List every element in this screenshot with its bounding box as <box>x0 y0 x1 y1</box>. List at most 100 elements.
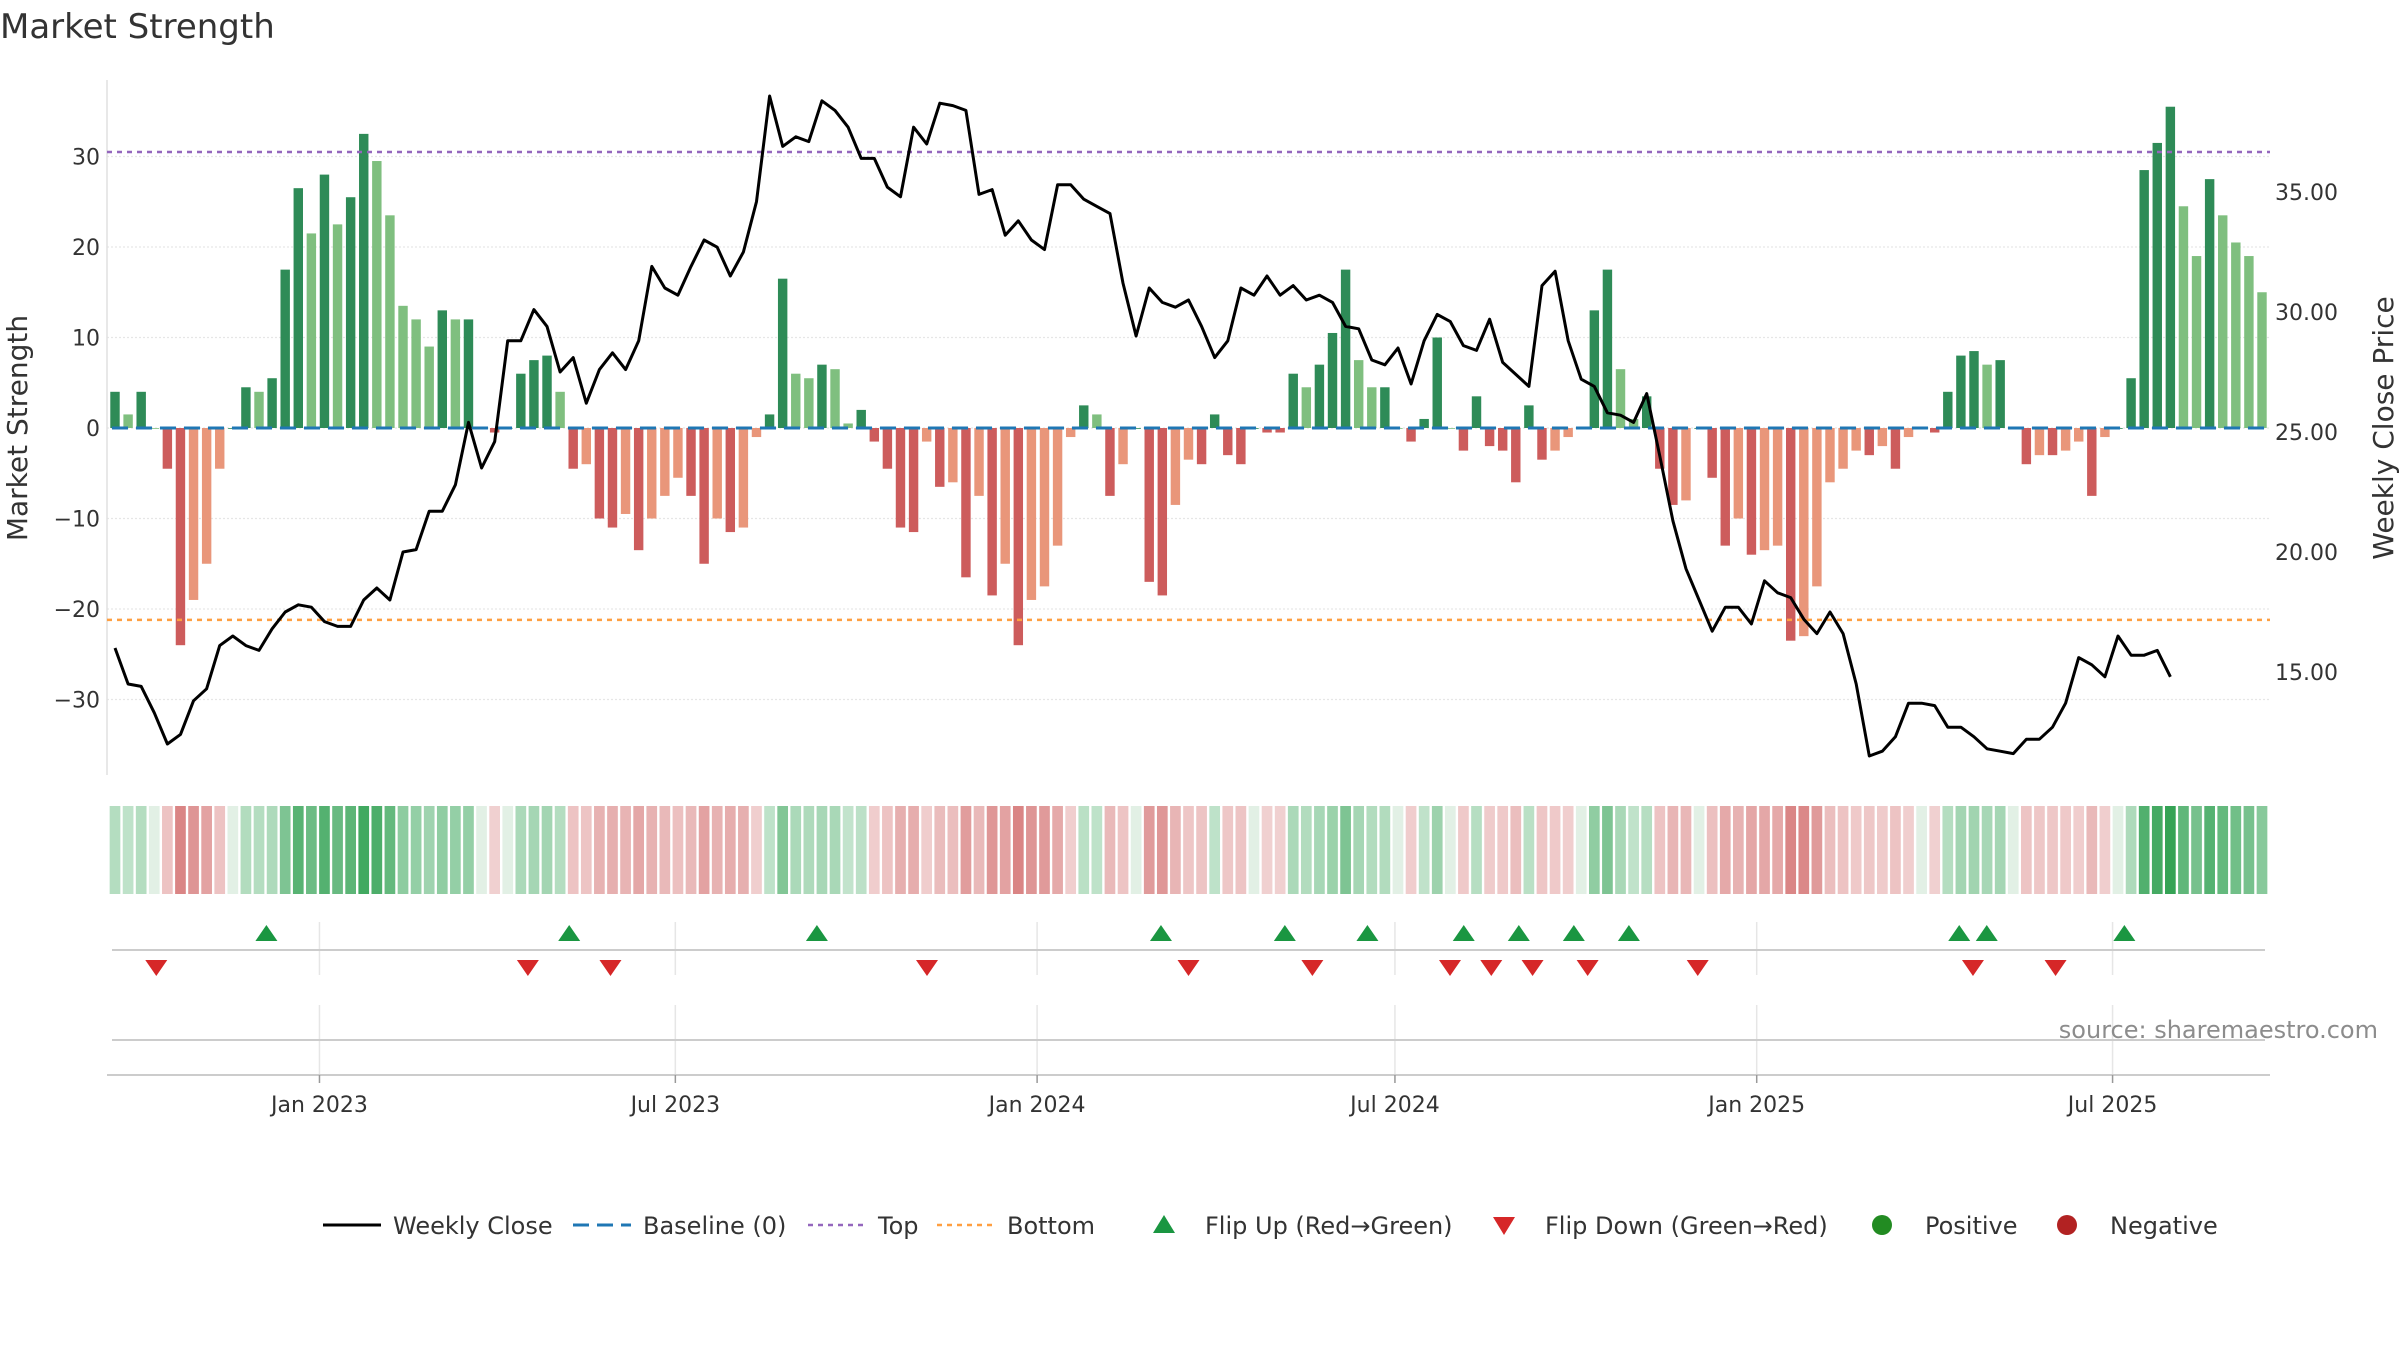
strip-cell <box>2191 806 2202 894</box>
strength-bar <box>1602 269 1613 428</box>
strip-cell <box>2204 806 2215 894</box>
strength-bars <box>110 106 2267 646</box>
strength-bar <box>463 319 474 428</box>
strip-cell <box>2099 806 2111 894</box>
strength-bar <box>2152 142 2162 429</box>
strength-bar <box>241 387 251 428</box>
legend-dot-swatch <box>1872 1215 1892 1235</box>
strip-cell <box>306 806 317 894</box>
strength-bar <box>1733 428 1744 519</box>
strength-bar <box>935 428 945 487</box>
strip-cell <box>188 806 199 894</box>
strip-cell <box>1418 806 1430 894</box>
strength-bar <box>1183 428 1194 460</box>
strip-cell <box>1693 806 1705 894</box>
strip-cell <box>515 806 527 894</box>
strip-cell <box>1641 806 1653 894</box>
strip-cell <box>1575 806 1587 894</box>
strip-cell <box>319 806 330 894</box>
strip-cell <box>502 806 514 894</box>
flip-up-marker <box>805 925 828 941</box>
strength-bar <box>987 428 997 596</box>
strip-cell <box>1300 806 1312 894</box>
strength-bar <box>1118 428 1128 465</box>
strength-bar <box>2139 170 2149 428</box>
strength-bar <box>1170 428 1181 505</box>
x-tick-label: Jan 2023 <box>269 1093 368 1118</box>
strength-bar <box>254 391 264 428</box>
strip-cell <box>1209 806 1221 894</box>
strip-cell <box>1746 806 1757 894</box>
weekly-close-line <box>113 94 2172 758</box>
strip-cell <box>1156 806 1168 894</box>
y2-tick-label: 25.00 <box>2275 421 2338 446</box>
strength-bar <box>2021 428 2032 465</box>
strength-bar <box>555 391 565 428</box>
strip-cell <box>1065 806 1077 894</box>
strip-cell <box>345 806 356 894</box>
flip-up-marker <box>1452 925 1475 941</box>
strip-cell <box>135 806 147 894</box>
y-tick-label: −20 <box>54 598 100 623</box>
flip-up-marker <box>2113 925 2136 941</box>
strength-bar <box>1982 364 1992 428</box>
strength-bar <box>817 364 827 428</box>
strength-bar <box>1432 337 1442 428</box>
strip-cell <box>2138 806 2150 894</box>
strength-bar <box>411 319 421 428</box>
strength-bar <box>1314 364 1325 428</box>
strip-cell <box>371 806 383 894</box>
flip-down-marker <box>1576 960 1599 976</box>
strength-bar <box>1563 428 1573 438</box>
strip-cell <box>1183 806 1194 894</box>
strength-bar <box>830 369 840 428</box>
strip-cell <box>908 806 919 894</box>
y-tick-label: 20 <box>72 236 100 261</box>
strength-bar <box>804 378 814 428</box>
strip-cell <box>1497 806 1509 894</box>
strip-cell <box>266 806 278 894</box>
flip-down-marker <box>1301 960 1324 976</box>
strip-cell <box>1706 806 1718 894</box>
strength-bar <box>2074 428 2084 442</box>
strength-bar <box>1969 351 1979 428</box>
strip-cell <box>1078 806 1090 894</box>
strength-bar <box>1039 428 1050 587</box>
strip-cell <box>162 806 173 894</box>
strength-bar <box>1864 428 1874 456</box>
strength-bar <box>1511 428 1521 483</box>
strength-bar <box>1367 387 1377 428</box>
strip-cell <box>1824 806 1836 894</box>
strength-bar <box>2178 206 2189 428</box>
strength-bar <box>1209 414 1220 428</box>
strip-cell <box>659 806 671 894</box>
strip-cell <box>1588 806 1600 894</box>
strength-bar <box>1131 428 1141 429</box>
flip-up-marker <box>1617 925 1640 941</box>
strip-cell <box>1196 806 1207 894</box>
strip-cell <box>738 806 749 894</box>
strip-cell <box>1890 806 1901 894</box>
flip-down-marker <box>1686 960 1709 976</box>
strip-cell <box>463 806 474 894</box>
strip-cell <box>1104 806 1116 894</box>
strip-cell <box>541 806 553 894</box>
strength-bar <box>1262 428 1272 433</box>
strength-bar <box>215 428 225 469</box>
strength-bar <box>712 428 722 519</box>
strength-bar <box>856 409 866 428</box>
strip-cell <box>607 806 618 894</box>
strip-cell <box>999 806 1011 894</box>
strip-cell <box>1680 806 1692 894</box>
strength-bar <box>516 373 526 428</box>
strength-bar <box>568 428 578 469</box>
strip-cell <box>2217 806 2229 894</box>
strength-bar <box>450 319 461 428</box>
strength-bar <box>2231 242 2241 428</box>
strip-cell <box>620 806 631 894</box>
strip-cell <box>397 806 409 894</box>
strip-cell <box>1955 806 1967 894</box>
strip-cell <box>2060 806 2071 894</box>
strip-cell <box>1615 806 1626 894</box>
strength-bar <box>110 391 120 428</box>
